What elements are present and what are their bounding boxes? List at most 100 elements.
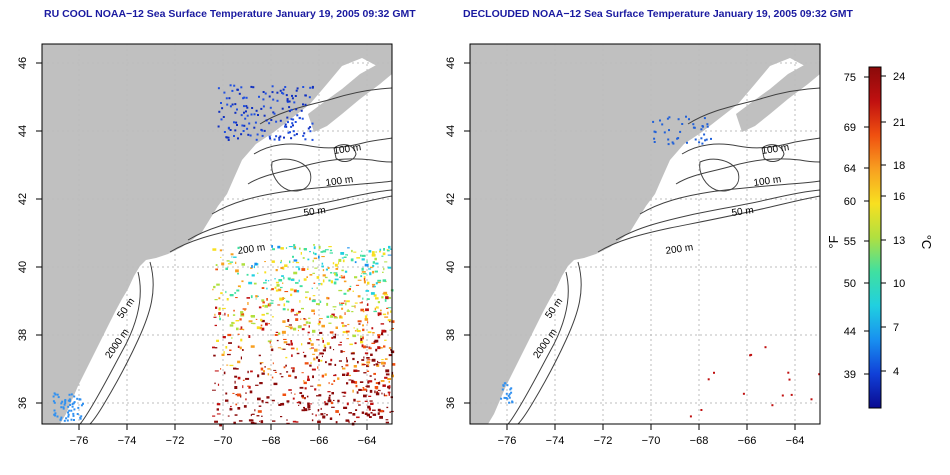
sst-pixel	[367, 405, 371, 409]
sst-pixel	[223, 131, 226, 133]
sst-pixel	[312, 259, 314, 263]
sst-pixel	[363, 273, 367, 275]
sst-pixel	[218, 307, 221, 311]
lat-tick-label: 36	[445, 397, 457, 409]
lon-tick-label: −68	[262, 435, 281, 447]
sst-pixel	[288, 100, 291, 103]
sst-pixel	[706, 125, 709, 128]
sst-pixel	[362, 297, 364, 300]
sst-pixel	[359, 381, 364, 383]
sst-pixel	[377, 360, 379, 363]
sst-pixel	[341, 391, 346, 394]
sst-pixel	[363, 372, 367, 374]
sst-pixel	[384, 299, 387, 302]
sst-pixel	[510, 387, 513, 390]
sst-pixel	[387, 391, 391, 394]
sst-pixel	[212, 288, 214, 291]
sst-pixel	[361, 301, 363, 303]
sst-pixel	[280, 376, 284, 378]
sst-pixel	[318, 283, 322, 285]
sst-pixel	[324, 413, 326, 415]
sst-pixel	[244, 117, 247, 120]
sst-pixel	[73, 408, 76, 411]
sst-pixel	[375, 382, 379, 384]
colorbar-c-label: 7	[893, 322, 899, 334]
sst-pixel	[361, 271, 366, 273]
sst-pixel	[342, 367, 346, 370]
sst-pixel	[364, 412, 368, 415]
sst-pixel	[262, 105, 265, 108]
sst-pixel	[384, 294, 388, 296]
sst-pixel	[283, 338, 287, 340]
sst-pixel	[268, 95, 271, 98]
sst-pixel	[227, 136, 230, 139]
land-mass	[470, 44, 820, 424]
sst-pixel	[56, 415, 59, 418]
sst-pixel	[214, 382, 216, 385]
sst-pixel	[295, 421, 299, 423]
sst-pixel	[280, 266, 284, 270]
sst-pixel	[221, 262, 225, 266]
sst-pixel	[316, 339, 320, 341]
sst-pixel	[389, 248, 393, 250]
sst-pixel	[304, 397, 306, 400]
sst-pixel	[70, 418, 73, 421]
sst-pixel	[301, 397, 305, 399]
sst-pixel	[248, 320, 253, 323]
sst-pixel	[307, 402, 310, 406]
sst-pixel	[353, 327, 355, 329]
sst-pixel	[220, 368, 222, 370]
sst-pixel	[388, 385, 391, 388]
sst-pixel	[328, 279, 331, 282]
sst-pixel	[248, 335, 251, 338]
sst-pixel	[350, 352, 355, 355]
sst-pixel	[354, 330, 357, 332]
sst-pixel	[387, 307, 392, 309]
sst-pixel	[314, 388, 317, 391]
sst-pixel	[72, 414, 75, 417]
sst-pixel	[322, 250, 327, 253]
sst-pixel	[322, 269, 325, 272]
sst-pixel	[235, 269, 239, 273]
sst-pixel	[52, 395, 55, 398]
sst-pixel	[298, 267, 301, 271]
sst-pixel	[313, 257, 318, 260]
sst-pixel	[233, 121, 235, 124]
sst-pixel	[334, 272, 336, 276]
sst-pixel	[259, 420, 261, 422]
sst-pixel	[347, 309, 349, 312]
sst-pixel	[351, 379, 354, 383]
sst-pixel	[299, 300, 301, 303]
sst-pixel	[266, 298, 268, 301]
sst-pixel	[335, 267, 339, 270]
sst-pixel	[275, 281, 279, 284]
sst-pixel	[652, 120, 655, 123]
sst-pixel	[235, 368, 239, 370]
sst-pixel	[742, 392, 745, 395]
sst-pixel	[698, 141, 701, 144]
sst-pixel	[260, 420, 264, 424]
colorbar-f-label: 69	[844, 122, 856, 134]
sst-pixel	[219, 315, 221, 318]
sst-pixel	[326, 414, 328, 416]
sst-pixel	[346, 374, 349, 376]
lat-tick-label: 40	[445, 261, 457, 273]
sst-pixel	[70, 409, 73, 412]
sst-pixel	[349, 285, 352, 288]
sst-pixel	[364, 318, 369, 321]
sst-pixel	[311, 309, 315, 312]
sst-pixel	[366, 361, 371, 364]
sst-pixel	[355, 409, 358, 411]
sst-pixel	[220, 102, 222, 104]
sst-pixel	[307, 127, 310, 130]
sst-pixel	[313, 312, 315, 315]
sst-pixel	[375, 251, 377, 253]
sst-pixel	[326, 302, 329, 306]
sst-pixel	[249, 390, 253, 394]
sst-pixel	[64, 399, 67, 401]
colorbar-c-label: 16	[893, 191, 905, 203]
sst-pixel	[308, 317, 311, 319]
sst-pixel	[381, 361, 385, 365]
sst-pixel	[364, 263, 369, 267]
